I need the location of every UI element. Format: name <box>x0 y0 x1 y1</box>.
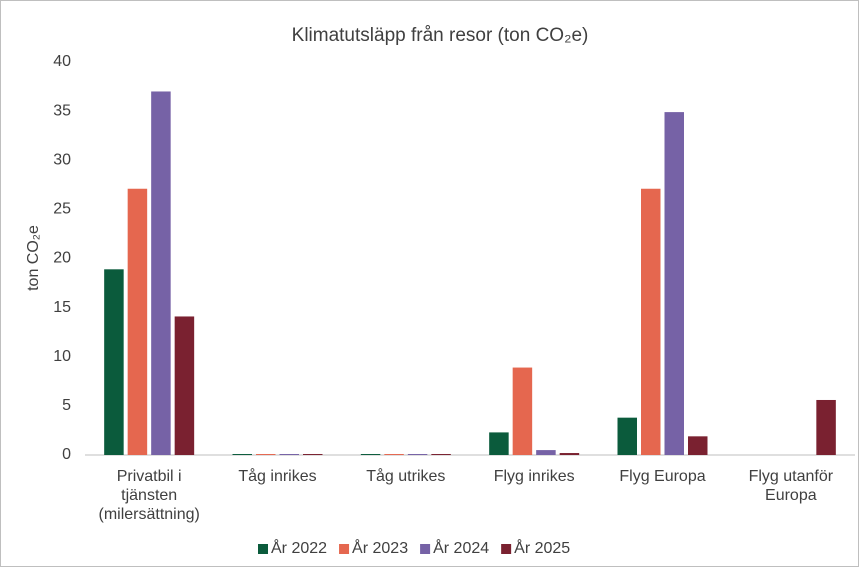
legend-label: År 2025 <box>514 538 570 557</box>
bar <box>816 399 836 455</box>
bar <box>174 316 195 455</box>
legend-label: År 2023 <box>352 538 408 557</box>
bar <box>512 367 533 455</box>
y-tick-label: 20 <box>53 250 71 267</box>
bar <box>641 188 661 455</box>
y-tick-label: 25 <box>53 201 71 218</box>
bar <box>431 454 451 455</box>
x-tick-label: Flyg utanför Europa <box>749 468 834 504</box>
y-axis-label: ton CO₂e <box>25 225 42 291</box>
bar <box>303 454 323 455</box>
bar <box>384 454 404 455</box>
x-tick-label: Flyg Europa <box>619 468 705 485</box>
y-tick-label: 5 <box>62 397 71 414</box>
bar <box>127 188 148 455</box>
bar <box>360 454 381 455</box>
bar <box>232 454 252 455</box>
legend-swatch <box>501 544 512 554</box>
legend-label: År 2024 <box>433 538 489 557</box>
x-tick-label: Tåg utrikes <box>366 467 445 485</box>
y-tick-label: 0 <box>62 446 71 463</box>
bar <box>688 436 708 455</box>
x-tick-label: Tåg inrikes <box>238 467 316 485</box>
x-tick-label: Privatbil i tjänsten (milersättning) <box>98 468 199 523</box>
legend-swatch <box>339 544 350 554</box>
bar <box>489 432 509 455</box>
bar <box>664 112 684 456</box>
bar <box>559 453 580 455</box>
bar <box>151 91 171 455</box>
y-tick-label: 15 <box>53 299 71 316</box>
legend-swatch <box>258 544 268 554</box>
y-tick-label: 10 <box>53 348 71 365</box>
chart-title: Klimatutsläpp från resor (ton CO₂e) <box>292 25 589 46</box>
y-tick-label: 35 <box>53 102 71 119</box>
bar <box>536 450 556 455</box>
legend-swatch <box>420 544 431 554</box>
y-tick-label: 40 <box>53 53 71 70</box>
bar <box>407 454 428 455</box>
bar <box>256 454 276 455</box>
y-tick-label: 30 <box>53 151 71 168</box>
bar <box>279 454 299 455</box>
legend-label: År 2022 <box>271 538 327 557</box>
bar <box>617 417 637 455</box>
x-tick-label: Flyg inrikes <box>494 468 575 485</box>
bar <box>104 269 124 455</box>
